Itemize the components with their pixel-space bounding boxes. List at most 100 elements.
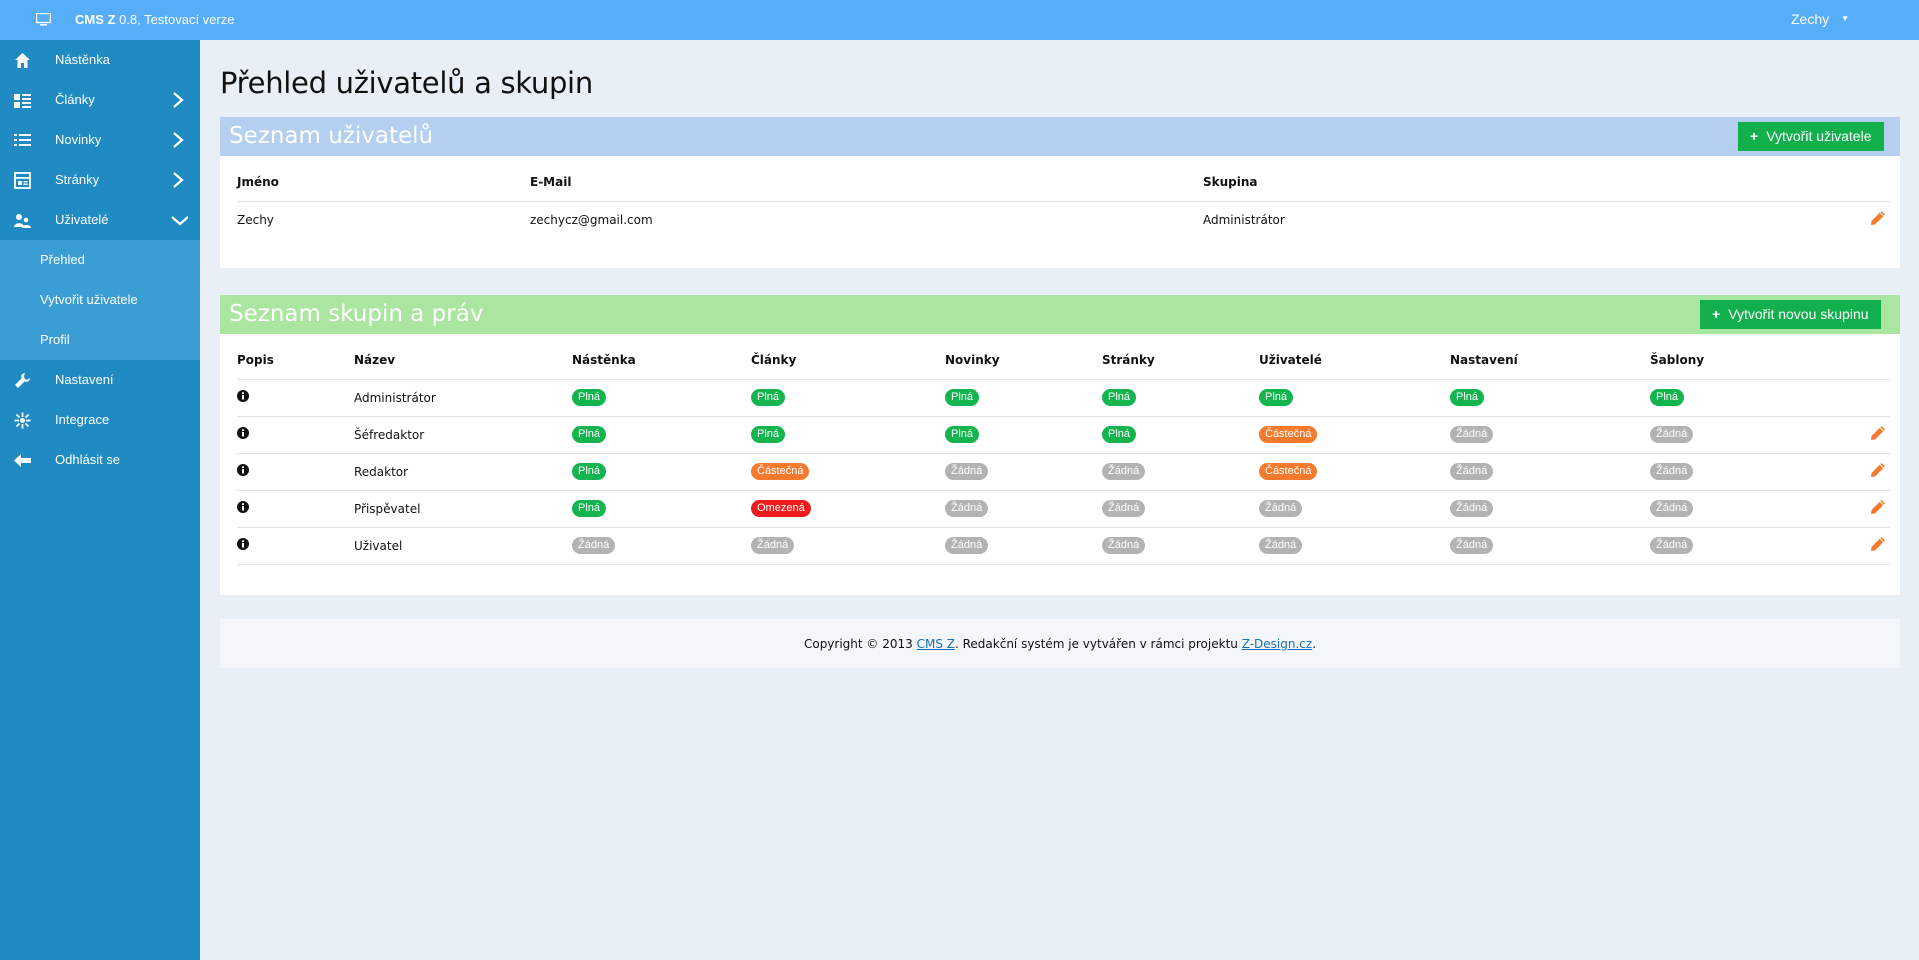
footer-link-cmsz[interactable]: CMS Z: [916, 637, 955, 651]
column-header-group: Skupina: [1203, 156, 1843, 202]
permission-badge: Plná: [751, 389, 786, 406]
permission-cell: Plná: [1650, 379, 1850, 417]
permission-badge: Žádná: [751, 537, 795, 554]
table-row: Přispěvatel Plná Omezená Žádná Žádná Žádná Žád…: [237, 490, 1890, 528]
pencil-icon[interactable]: [1870, 462, 1886, 478]
table-row: Administrátor Plná Plná Plná Plná Plná Plná Pln…: [237, 379, 1890, 417]
chevron-down-icon: [171, 216, 188, 226]
column-header-description: Popis: [237, 334, 354, 380]
sidebar-item-users[interactable]: Uživatelé: [0, 200, 200, 240]
permission-badge: Žádná: [945, 463, 989, 480]
sidebar-item-label: Nástěnka: [55, 52, 110, 67]
info-cell: [237, 416, 354, 454]
permission-badge: Žádná: [1450, 537, 1494, 554]
submenu-item-profile[interactable]: Profil: [0, 320, 200, 360]
user-name: Zechy: [1791, 11, 1830, 27]
permission-badge: Žádná: [1650, 463, 1694, 480]
permission-badge: Plná: [572, 389, 607, 406]
home-icon: [15, 53, 30, 68]
permission-cell: Žádná: [1650, 453, 1850, 491]
permission-cell: Žádná: [1650, 416, 1850, 454]
permission-cell: Plná: [1259, 379, 1450, 417]
info-icon[interactable]: [237, 538, 249, 550]
submenu-item-overview[interactable]: Přehled: [0, 240, 200, 280]
permission-cell: Plná: [751, 416, 945, 454]
sidebar-item-label: Nastavení: [55, 372, 114, 387]
sidebar-item-logout[interactable]: Odhlásit se: [0, 440, 200, 480]
pencil-icon[interactable]: [1870, 425, 1886, 441]
permission-badge: Žádná: [1259, 537, 1303, 554]
logout-arrow-icon: [14, 454, 31, 467]
permission-cell: Žádná: [1450, 527, 1650, 565]
submenu-item-create-user[interactable]: Vytvořit uživatele: [0, 280, 200, 320]
chevron-right-icon: [173, 92, 184, 108]
create-user-button[interactable]: + Vytvořit uživatele: [1738, 122, 1884, 151]
create-group-button[interactable]: + Vytvořit novou skupinu: [1700, 300, 1881, 329]
sidebar-item-label: Uživatelé: [55, 212, 109, 227]
permission-badge: Žádná: [945, 537, 989, 554]
integration-icon: [14, 412, 31, 429]
group-name-cell: Uživatel: [354, 527, 572, 565]
permission-badge: Žádná: [572, 537, 616, 554]
users-panel-title: Seznam uživatelů: [229, 123, 434, 149]
permission-badge: Plná: [945, 426, 980, 443]
user-menu[interactable]: Zechy ▼: [1791, 11, 1849, 27]
info-icon[interactable]: [237, 427, 249, 439]
permission-badge: Plná: [572, 500, 607, 517]
submenu-item-label: Profil: [40, 332, 70, 347]
group-name-cell: Přispěvatel: [354, 490, 572, 528]
pencil-icon[interactable]: [1870, 210, 1886, 226]
permission-cell: Plná: [945, 416, 1102, 454]
top-bar: CMS Z 0.8, Testovací verze Zechy ▼: [0, 0, 1919, 40]
permission-badge: Částečná: [1259, 426, 1318, 443]
sidebar-item-pages[interactable]: Stránky: [0, 160, 200, 200]
edit-cell: [1850, 379, 1890, 417]
users-table: Jméno E-Mail Skupina Zechy zechycz@gmail…: [237, 156, 1890, 238]
permission-badge: Žádná: [1102, 463, 1146, 480]
permission-badge: Plná: [1259, 389, 1294, 406]
permission-cell: Plná: [1102, 416, 1259, 454]
create-group-label: Vytvořit novou skupinu: [1728, 306, 1869, 322]
footer: Copyright © 2013 CMS Z. Redakční systém …: [220, 619, 1900, 668]
submenu-item-label: Přehled: [40, 252, 85, 267]
edit-cell: [1843, 201, 1890, 238]
app-version: 0.8, Testovací verze: [119, 12, 235, 27]
permission-badge: Plná: [751, 426, 786, 443]
sidebar-item-settings[interactable]: Nastavení: [0, 360, 200, 400]
sidebar-item-label: Novinky: [55, 132, 102, 147]
permission-cell: Žádná: [1450, 416, 1650, 454]
footer-copyright: Copyright © 2013: [803, 637, 917, 651]
permission-cell: Omezená: [751, 490, 945, 528]
column-header-pages: Stránky: [1102, 334, 1259, 380]
user-group-cell: Administrátor: [1203, 212, 1285, 227]
permission-cell: Žádná: [1650, 527, 1850, 565]
plus-icon: +: [1712, 306, 1721, 322]
info-cell: [237, 379, 354, 417]
sidebar-item-news[interactable]: Novinky: [0, 120, 200, 160]
edit-cell: [1850, 490, 1890, 528]
permission-cell: Plná: [1450, 379, 1650, 417]
pencil-icon[interactable]: [1870, 536, 1886, 552]
permission-badge: Plná: [1102, 426, 1137, 443]
pencil-icon[interactable]: [1870, 499, 1886, 515]
groups-panel-header: Seznam skupin a práv + Vytvořit novou sku…: [220, 295, 1900, 334]
app-title: CMS Z 0.8, Testovací verze: [75, 12, 234, 27]
info-icon[interactable]: [237, 501, 249, 513]
table-row: Zechy zechycz@gmail.com Administrátor: [237, 201, 1890, 238]
sidebar-item-dashboard[interactable]: Nástěnka: [0, 40, 200, 80]
permission-badge: Žádná: [1102, 537, 1146, 554]
users-panel: Seznam uživatelů + Vytvořit uživatele Jmé…: [220, 117, 1900, 268]
info-icon[interactable]: [237, 390, 249, 402]
permission-cell: Žádná: [751, 527, 945, 565]
footer-link-zdesign[interactable]: Z-Design.cz: [1241, 637, 1313, 651]
sidebar-item-articles[interactable]: Články: [0, 80, 200, 120]
sidebar-item-integration[interactable]: Integrace: [0, 400, 200, 440]
permission-cell: Žádná: [1102, 527, 1259, 565]
permission-cell: Žádná: [1650, 490, 1850, 528]
pages-icon: [14, 172, 31, 189]
info-icon[interactable]: [237, 464, 249, 476]
wrench-icon: [15, 373, 30, 388]
info-cell: [237, 453, 354, 491]
permission-cell: Žádná: [1450, 453, 1650, 491]
group-name-cell: Šéfredaktor: [354, 416, 572, 454]
